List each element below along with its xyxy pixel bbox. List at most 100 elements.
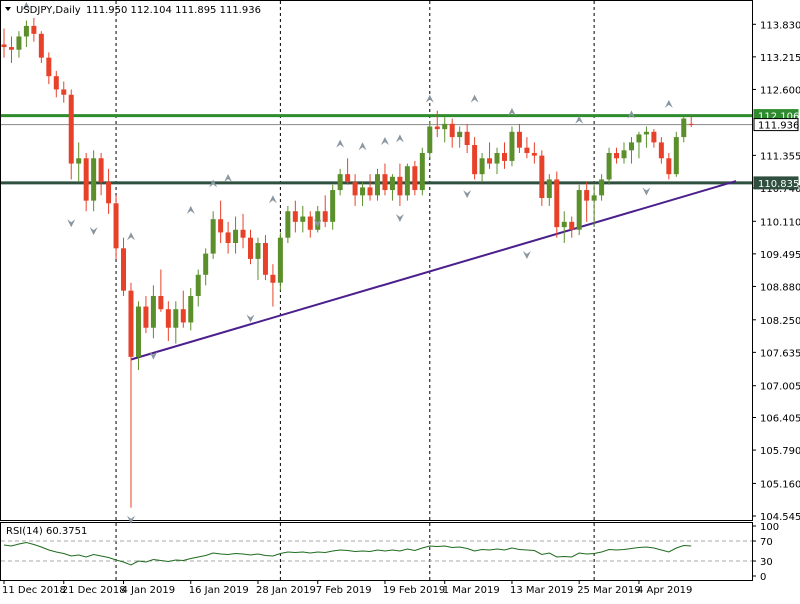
candle-body xyxy=(591,195,597,201)
candle-body xyxy=(203,253,209,275)
price-tick-label: 112.600 xyxy=(760,85,800,96)
time-tick-label: 4 Jan 2019 xyxy=(122,585,176,596)
candle xyxy=(31,17,37,42)
candle xyxy=(46,52,52,85)
candle xyxy=(472,137,478,180)
candle-body xyxy=(16,36,22,50)
candle-body xyxy=(494,152,500,164)
candle xyxy=(599,174,605,201)
candle-body xyxy=(8,47,14,50)
fractal-down-icon xyxy=(149,351,158,360)
candle xyxy=(576,184,582,236)
price-tag-label: 112.106 xyxy=(758,112,799,123)
trendline-layer xyxy=(130,180,737,361)
rsi-tick-label: 30 xyxy=(760,557,773,568)
price-tick-label: 113.215 xyxy=(760,53,800,64)
candle xyxy=(240,213,246,249)
price-tick-label: 108.250 xyxy=(760,316,800,327)
candle-body xyxy=(98,158,104,183)
fractal-up-icon xyxy=(507,107,516,116)
candle-body xyxy=(1,44,7,48)
candle xyxy=(494,147,500,175)
candle xyxy=(591,184,597,228)
rsi-panel-border xyxy=(0,522,753,581)
price-tag-box xyxy=(753,118,799,132)
price-tick-label: 105.790 xyxy=(760,446,800,457)
candle xyxy=(173,301,179,344)
candle-body xyxy=(404,166,410,196)
candle xyxy=(487,142,493,169)
candle xyxy=(501,142,507,169)
candle xyxy=(360,182,366,206)
candle xyxy=(509,126,515,167)
candle-body xyxy=(173,309,179,328)
candle-body xyxy=(501,152,507,161)
candle-body xyxy=(442,123,448,130)
fractal-up-icon xyxy=(126,232,135,241)
candle xyxy=(61,81,67,103)
candle-body xyxy=(658,142,664,159)
candle-body xyxy=(165,309,171,328)
candle xyxy=(457,126,463,148)
candle xyxy=(233,216,239,254)
candle-body xyxy=(434,126,440,130)
candle-body xyxy=(449,123,455,138)
candle-body xyxy=(576,190,582,230)
candle-body xyxy=(195,274,201,296)
time-tick-label: 16 Jan 2019 xyxy=(189,585,249,596)
candle-body xyxy=(218,219,224,233)
candle xyxy=(606,147,612,185)
candle-body xyxy=(352,182,358,196)
ascending-trendline[interactable] xyxy=(130,180,737,361)
candle xyxy=(464,123,470,153)
rsi-axis: 100 70 30 0 xyxy=(752,522,779,583)
candle xyxy=(621,142,627,164)
fractal-down-icon xyxy=(642,187,651,196)
candle-body xyxy=(143,306,149,328)
fractal-down-icon xyxy=(126,515,135,524)
candle xyxy=(539,150,545,206)
fractal-up-icon xyxy=(395,134,404,143)
main-panel-border xyxy=(0,0,753,521)
rsi-tick-label: 100 xyxy=(760,522,779,533)
candle xyxy=(673,131,679,177)
candle-body xyxy=(606,152,612,180)
candle xyxy=(688,115,694,128)
candle-body xyxy=(599,179,605,196)
candle xyxy=(210,211,216,259)
candle xyxy=(255,237,261,281)
candle xyxy=(427,121,433,159)
candle-body xyxy=(479,158,485,175)
price-tag-label: 111.936 xyxy=(758,121,799,132)
price-tick-label: 105.160 xyxy=(760,479,800,490)
candle xyxy=(367,174,373,201)
fractal-up-icon xyxy=(209,179,218,188)
candle-body xyxy=(360,187,366,196)
candle-body xyxy=(262,243,268,275)
candle-body xyxy=(315,211,321,230)
candle xyxy=(248,229,254,265)
candle xyxy=(225,221,231,254)
candle-body xyxy=(561,221,567,228)
candle xyxy=(412,160,418,196)
fractal-up-icon xyxy=(380,136,389,145)
candle-body xyxy=(188,295,194,323)
candle xyxy=(404,163,410,201)
candle-body xyxy=(382,174,388,191)
candle xyxy=(53,70,59,98)
fractal-down-icon xyxy=(313,219,322,228)
time-tick-label: 28 Jan 2019 xyxy=(256,585,316,596)
candle xyxy=(106,168,112,214)
candle xyxy=(315,205,321,233)
price-tick-label: 109.495 xyxy=(760,250,800,261)
symbol-menu-icon[interactable] xyxy=(5,7,11,11)
candle xyxy=(419,147,425,196)
candle-body xyxy=(666,158,672,175)
candle xyxy=(38,31,44,63)
ohlc-readout: 111.950 112.104 111.895 111.936 xyxy=(86,5,261,16)
candle-body xyxy=(427,126,433,153)
candle xyxy=(449,118,455,148)
rsi-tick-label: 70 xyxy=(760,537,773,548)
rsi-tick-label: 0 xyxy=(760,572,766,583)
